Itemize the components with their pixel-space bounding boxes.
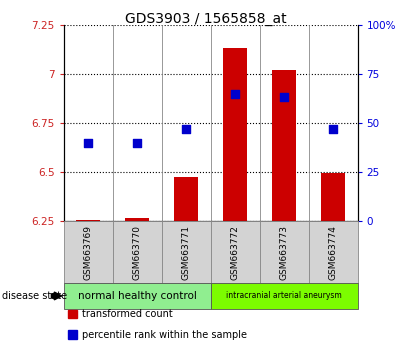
Bar (125, 218, 150, 221)
Text: GSM663774: GSM663774 (328, 225, 337, 280)
Text: GSM663769: GSM663769 (84, 225, 93, 280)
Text: intracranial arterial aneurysm: intracranial arterial aneurysm (226, 291, 342, 301)
Text: GSM663770: GSM663770 (133, 225, 142, 280)
Bar (272, 70, 296, 221)
Text: transformed count: transformed count (82, 309, 173, 319)
Text: percentile rank within the sample: percentile rank within the sample (82, 330, 247, 339)
Text: GSM663771: GSM663771 (182, 225, 191, 280)
Point (281, 95, 287, 100)
Text: GSM663773: GSM663773 (279, 225, 289, 280)
Point (330, 126, 336, 132)
Bar (223, 48, 247, 221)
Point (183, 126, 189, 132)
Text: normal healthy control: normal healthy control (78, 291, 196, 301)
Bar (76, 220, 100, 221)
Point (232, 91, 238, 96)
Point (85, 140, 92, 145)
Text: GDS3903 / 1565858_at: GDS3903 / 1565858_at (125, 12, 286, 27)
Text: GSM663772: GSM663772 (231, 225, 240, 280)
Bar (321, 173, 345, 221)
Point (134, 140, 141, 145)
Text: disease state: disease state (2, 291, 67, 301)
Bar (174, 177, 199, 221)
